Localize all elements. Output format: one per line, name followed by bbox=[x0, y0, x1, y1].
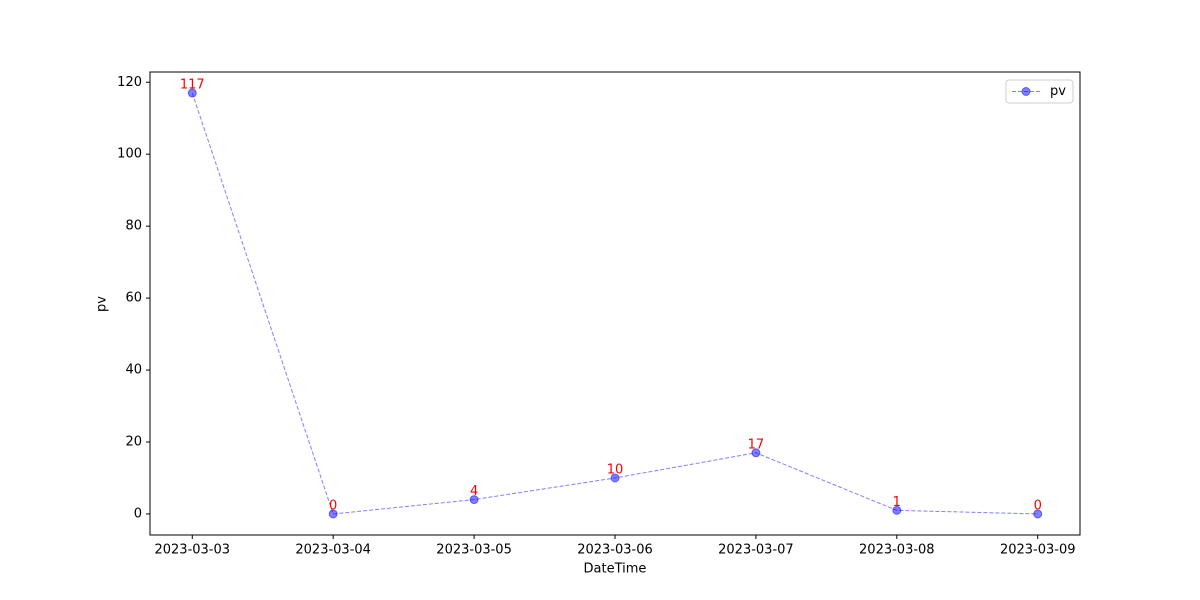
data-label: 1 bbox=[893, 495, 901, 510]
data-label: 117 bbox=[180, 78, 205, 93]
point bbox=[1033, 509, 1043, 519]
y-tick-label: 40 bbox=[125, 363, 142, 378]
y-axis-label: pv bbox=[95, 296, 110, 312]
point bbox=[892, 505, 902, 515]
point bbox=[751, 448, 761, 458]
data-label: 17 bbox=[748, 437, 765, 452]
data-label: 0 bbox=[1034, 498, 1042, 513]
y-tick-label: 100 bbox=[117, 147, 142, 162]
y-tick-label: 80 bbox=[125, 219, 142, 234]
y-tick-label: 0 bbox=[134, 506, 142, 521]
point bbox=[610, 473, 620, 483]
data-label: 10 bbox=[607, 462, 624, 477]
plot-frame bbox=[149, 71, 1081, 536]
x-tick-label: 2023-03-03 bbox=[154, 543, 230, 558]
point bbox=[328, 509, 338, 519]
x-tick-label: 2023-03-09 bbox=[1000, 543, 1076, 558]
y-tick-label: 20 bbox=[125, 435, 142, 450]
y-tick-label: 60 bbox=[125, 291, 142, 306]
x-axis-label: DateTime bbox=[584, 562, 647, 577]
legend-label: pv bbox=[1050, 84, 1066, 99]
x-tick-label: 2023-03-05 bbox=[436, 543, 512, 558]
x-tick-label: 2023-03-04 bbox=[295, 543, 371, 558]
point bbox=[187, 88, 197, 98]
data-label: 0 bbox=[329, 498, 337, 513]
point bbox=[469, 495, 479, 505]
data-label: 4 bbox=[470, 484, 478, 499]
y-tick-label: 120 bbox=[117, 75, 142, 90]
legend-marker bbox=[1021, 87, 1031, 96]
x-tick-label: 2023-03-08 bbox=[859, 543, 935, 558]
x-tick-label: 2023-03-07 bbox=[718, 543, 794, 558]
x-tick-label: 2023-03-06 bbox=[577, 543, 653, 558]
